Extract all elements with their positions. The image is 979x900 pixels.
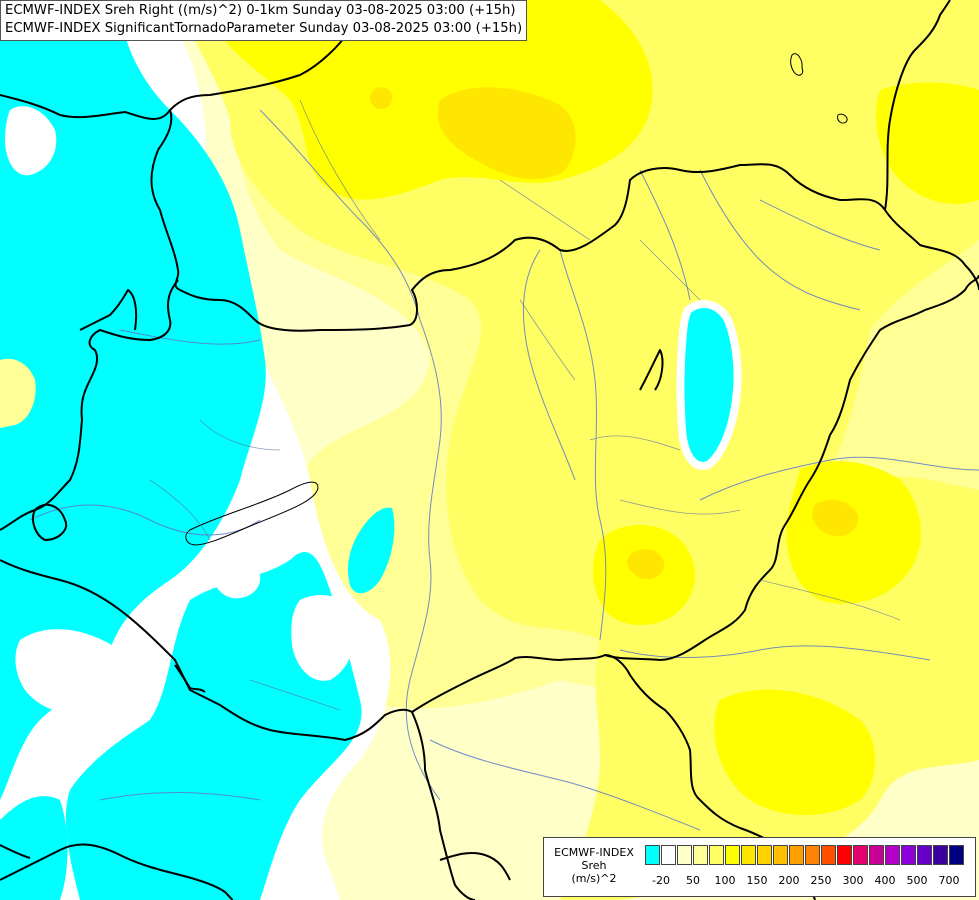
legend-swatch xyxy=(821,845,836,865)
white-hole-4 xyxy=(212,555,261,599)
legend-swatch xyxy=(885,845,900,865)
map-title-box: ECMWF-INDEX Sreh Right ((m/s)^2) 0-1km S… xyxy=(0,0,528,41)
bright-yellow-northeast xyxy=(876,82,979,204)
white-hole-5 xyxy=(291,595,357,681)
legend-unit: (m/s)^2 xyxy=(571,872,617,885)
legend-swatch xyxy=(757,845,772,865)
legend-tick-label: 250 xyxy=(810,874,832,887)
legend-swatch xyxy=(869,845,884,865)
legend-tick-label: -20 xyxy=(652,874,670,887)
legend-source: ECMWF-INDEX xyxy=(554,846,634,859)
cyan-lake xyxy=(676,300,742,470)
legend-swatch xyxy=(693,845,708,865)
gold-spot-north xyxy=(369,87,393,110)
lake-north-outline xyxy=(790,53,804,76)
legend-swatch xyxy=(661,845,676,865)
rivers xyxy=(29,109,979,831)
legend-swatch xyxy=(741,845,756,865)
legend-variable: Sreh xyxy=(581,859,607,872)
legend-swatch xyxy=(837,845,852,865)
legend-swatch xyxy=(645,845,660,865)
white-hole-1 xyxy=(5,106,57,176)
legend-swatch xyxy=(933,845,948,865)
cyan-lower-left xyxy=(0,796,68,900)
legend-tick-label: 500 xyxy=(906,874,928,887)
cyan-plume xyxy=(347,507,395,594)
gold-spot-central xyxy=(627,549,665,580)
cyan-west-region xyxy=(0,0,266,800)
legend-tick-label: 50 xyxy=(686,874,700,887)
map-title-line-2: ECMWF-INDEX SignificantTornadoParameter … xyxy=(5,21,523,36)
white-hole-2 xyxy=(0,358,36,428)
legend-swatch xyxy=(901,845,916,865)
legend-tick-label: 700 xyxy=(938,874,960,887)
gold-spot-east xyxy=(812,499,859,537)
balaton-outline xyxy=(185,481,319,546)
legend-tick-label: 400 xyxy=(874,874,896,887)
legend-tick-label: 200 xyxy=(778,874,800,887)
bright-yellow-east xyxy=(786,461,921,604)
legend-swatch xyxy=(773,845,788,865)
legend-tick-label: 300 xyxy=(842,874,864,887)
white-hole-3 xyxy=(15,629,131,714)
color-legend: ECMWF-INDEX Sreh (m/s)^2 -20 50 100 150 200 2… xyxy=(543,837,976,897)
legend-swatch xyxy=(853,845,868,865)
legend-swatch xyxy=(709,845,724,865)
cyan-south-region xyxy=(65,551,362,900)
legend-swatch xyxy=(789,845,804,865)
legend-swatch xyxy=(805,845,820,865)
gold-core xyxy=(437,87,576,180)
legend-swatch xyxy=(917,845,932,865)
legend-swatch xyxy=(677,845,692,865)
region-boundaries xyxy=(149,99,901,711)
legend-swatch xyxy=(949,845,964,865)
legend-tick-label: 100 xyxy=(714,874,736,887)
legend-label: ECMWF-INDEX Sreh (m/s)^2 xyxy=(548,846,640,885)
legend-tick-labels: -20 50 100 150 200 250 300 400 500 700 xyxy=(645,874,975,890)
lake-small-outline xyxy=(837,113,848,124)
legend-tick-label: 150 xyxy=(746,874,768,887)
bright-yellow-southeast xyxy=(714,689,875,815)
legend-swatch xyxy=(725,845,740,865)
map-title-line-1: ECMWF-INDEX Sreh Right ((m/s)^2) 0-1km S… xyxy=(5,3,516,18)
legend-color-bar xyxy=(645,845,965,865)
